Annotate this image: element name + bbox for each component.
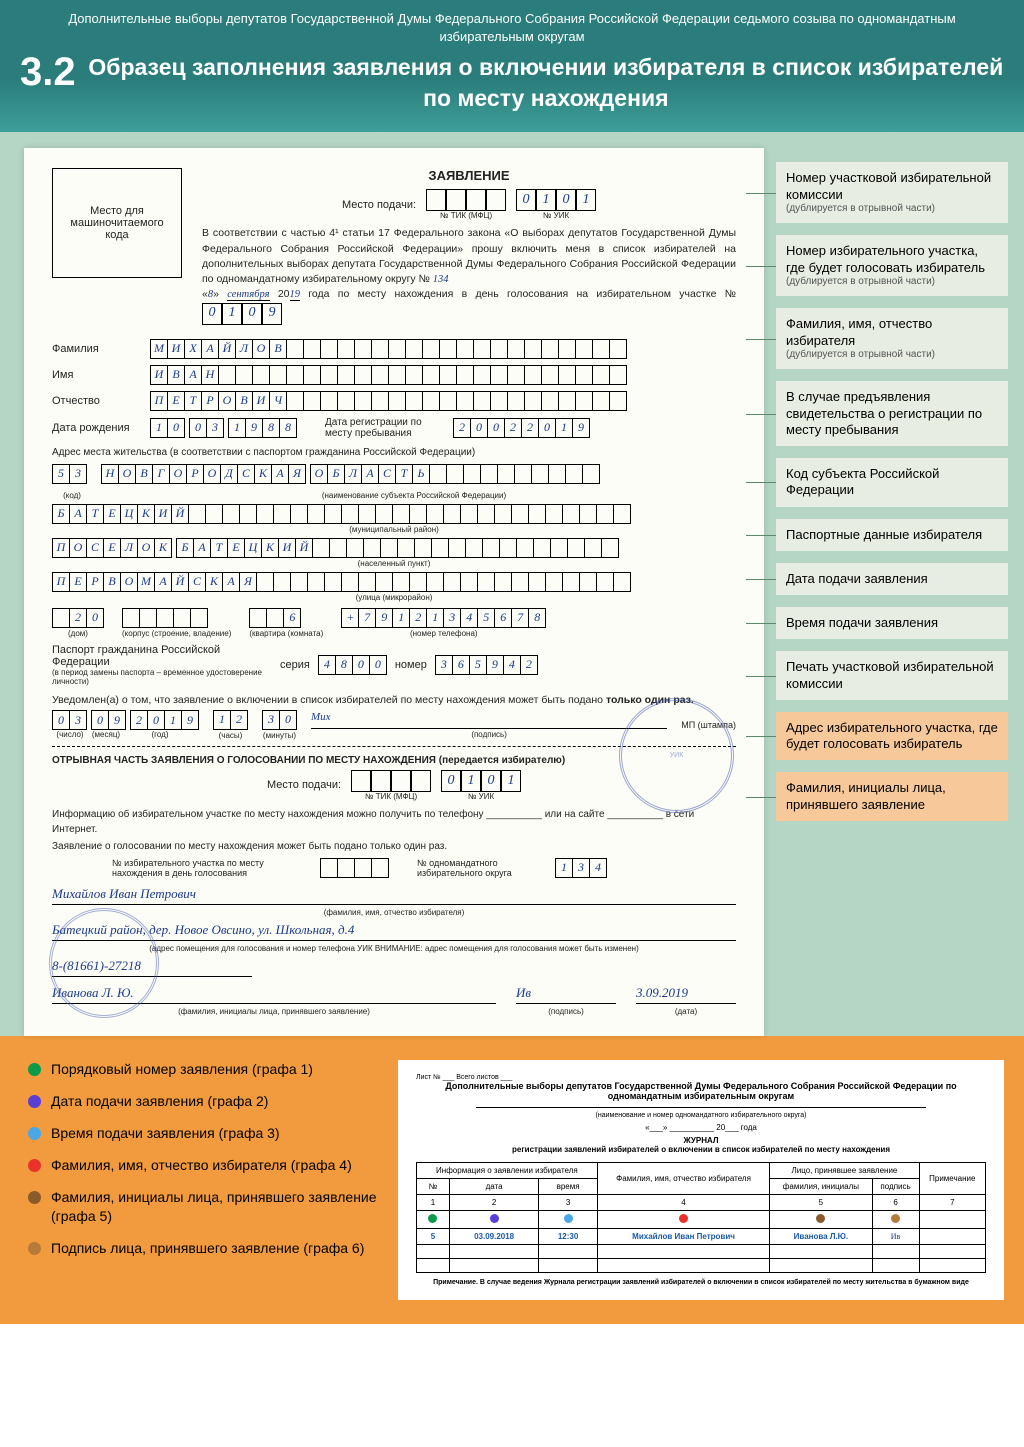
form-title: ЗАЯВЛЕНИЕ xyxy=(202,168,736,183)
legend-item: Фамилия, инициалы лица, принявшего заявл… xyxy=(28,1188,378,1224)
machine-code-box: Место для машиночитаемого кода xyxy=(52,168,182,278)
station-number: 0109 xyxy=(202,303,282,325)
legend-item: Дата подачи заявления (графа 2) xyxy=(28,1092,378,1110)
callouts-sidebar: Номер участковой избирательной комиссии(… xyxy=(764,148,1024,1035)
callout: Фамилия, имя, отчество избирателя(дублир… xyxy=(776,308,1008,369)
callout: Номер участковой избирательной комиссии(… xyxy=(776,162,1008,223)
patronymic-field: ПЕТРОВИЧ xyxy=(150,391,627,411)
district-field: БАТЕЦКИЙ xyxy=(52,504,736,524)
legend-item: Время подачи заявления (графа 3) xyxy=(28,1124,378,1142)
town-field: ПОСЕЛОКБАТЕЦКИЙ xyxy=(52,538,736,558)
callout: Фамилия, инициалы лица, принявшего заявл… xyxy=(776,772,1008,821)
legend: Порядковый номер заявления (графа 1) Дата… xyxy=(28,1060,378,1300)
firstname-field: ИВАН xyxy=(150,365,627,385)
header-subtitle: Дополнительные выборы депутатов Государс… xyxy=(20,10,1004,46)
stamp-icon xyxy=(49,908,159,1018)
callout: Время подачи заявления xyxy=(776,607,1008,639)
tik-label: № ТИК (МФЦ) xyxy=(426,211,506,220)
tearoff-district: 134 xyxy=(555,858,607,878)
callout: Номер избирательного участка, где будет … xyxy=(776,235,1008,296)
surname-field: МИХАЙЛОВ xyxy=(150,339,627,359)
submission-min: 30 xyxy=(262,710,297,730)
header-title: Образец заполнения заявления о включении… xyxy=(88,52,1004,114)
callout: Паспортные данные избирателя xyxy=(776,519,1008,551)
mesto-label: Место подачи: xyxy=(342,199,416,211)
header: Дополнительные выборы депутатов Государс… xyxy=(0,0,1024,132)
stamp-icon: УИК xyxy=(619,698,734,813)
callout: В случае предъявления свидетельства о ре… xyxy=(776,381,1008,446)
legend-item: Фамилия, имя, отчество избирателя (графа… xyxy=(28,1156,378,1174)
address-label: Адрес места жительства (в соответствии с… xyxy=(52,447,736,458)
legend-item: Подпись лица, принявшего заявление (граф… xyxy=(28,1239,378,1257)
street-field: ПЕРВОМАЙСКАЯ xyxy=(52,572,736,592)
journal-table: Информация о заявлении избирателя Фамили… xyxy=(416,1162,986,1273)
registration-date-field: 20022019 xyxy=(453,418,590,438)
submission-date: 03092019 xyxy=(52,710,199,730)
subject-code: 53 xyxy=(52,464,87,484)
journal-sample: Лист № ___ Всего листов ___ Дополнительн… xyxy=(398,1060,1004,1300)
form-document: Место для машиночитаемого кода ЗАЯВЛЕНИЕ… xyxy=(24,148,764,1035)
dob-field: 10031988 xyxy=(150,418,297,438)
section-number: 3.2 xyxy=(20,52,76,92)
submission-hour: 12 xyxy=(213,710,248,730)
station-address-handwritten: Батецкий район, дер. Новое Овсино, ул. Ш… xyxy=(52,920,736,941)
form-body-text: В соответствии с частью 4¹ статьи 17 Фед… xyxy=(202,226,736,324)
content-area: Место для машиночитаемого кода ЗАЯВЛЕНИЕ… xyxy=(0,132,1024,1035)
uik-label: № УИК xyxy=(516,211,596,220)
bottom-section: Порядковый номер заявления (графа 1) Дата… xyxy=(0,1036,1024,1324)
subject-name: НОВГОРОДСКАЯОБЛАСТЬ xyxy=(101,464,600,484)
uik-number: 0101 xyxy=(516,189,596,211)
notice-text: Уведомлен(а) о том, что заявление о вклю… xyxy=(52,694,736,706)
flat-field: 6 xyxy=(249,608,323,628)
info-text: Информацию об избирательном участке по м… xyxy=(52,807,736,837)
voter-fio-handwritten: Михайлов Иван Петрович xyxy=(52,884,736,905)
callout: Код субъекта Российской Федерации xyxy=(776,458,1008,507)
house-field: 20 xyxy=(52,608,104,628)
passport-number: 365942 xyxy=(435,655,538,675)
passport-series: 4800 xyxy=(318,655,387,675)
tearoff-uik: 0101 xyxy=(441,770,521,792)
callout: Дата подачи заявления xyxy=(776,563,1008,595)
callout: Адрес избирательного участка, где будет … xyxy=(776,712,1008,761)
building-field xyxy=(122,608,231,628)
phone-field: +79121345678 xyxy=(341,608,546,628)
legend-item: Порядковый номер заявления (графа 1) xyxy=(28,1060,378,1078)
callout: Печать участковой избирательной комиссии xyxy=(776,651,1008,700)
